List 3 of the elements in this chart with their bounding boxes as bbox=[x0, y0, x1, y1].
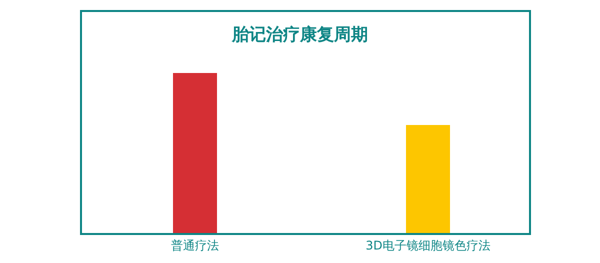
x-tick-label: 普通疗法 bbox=[171, 238, 220, 252]
chart-title: 胎记治疗康复周期 bbox=[231, 25, 368, 46]
x-tick-label: 3D电子镜细胞镜色疗法 bbox=[366, 238, 491, 252]
